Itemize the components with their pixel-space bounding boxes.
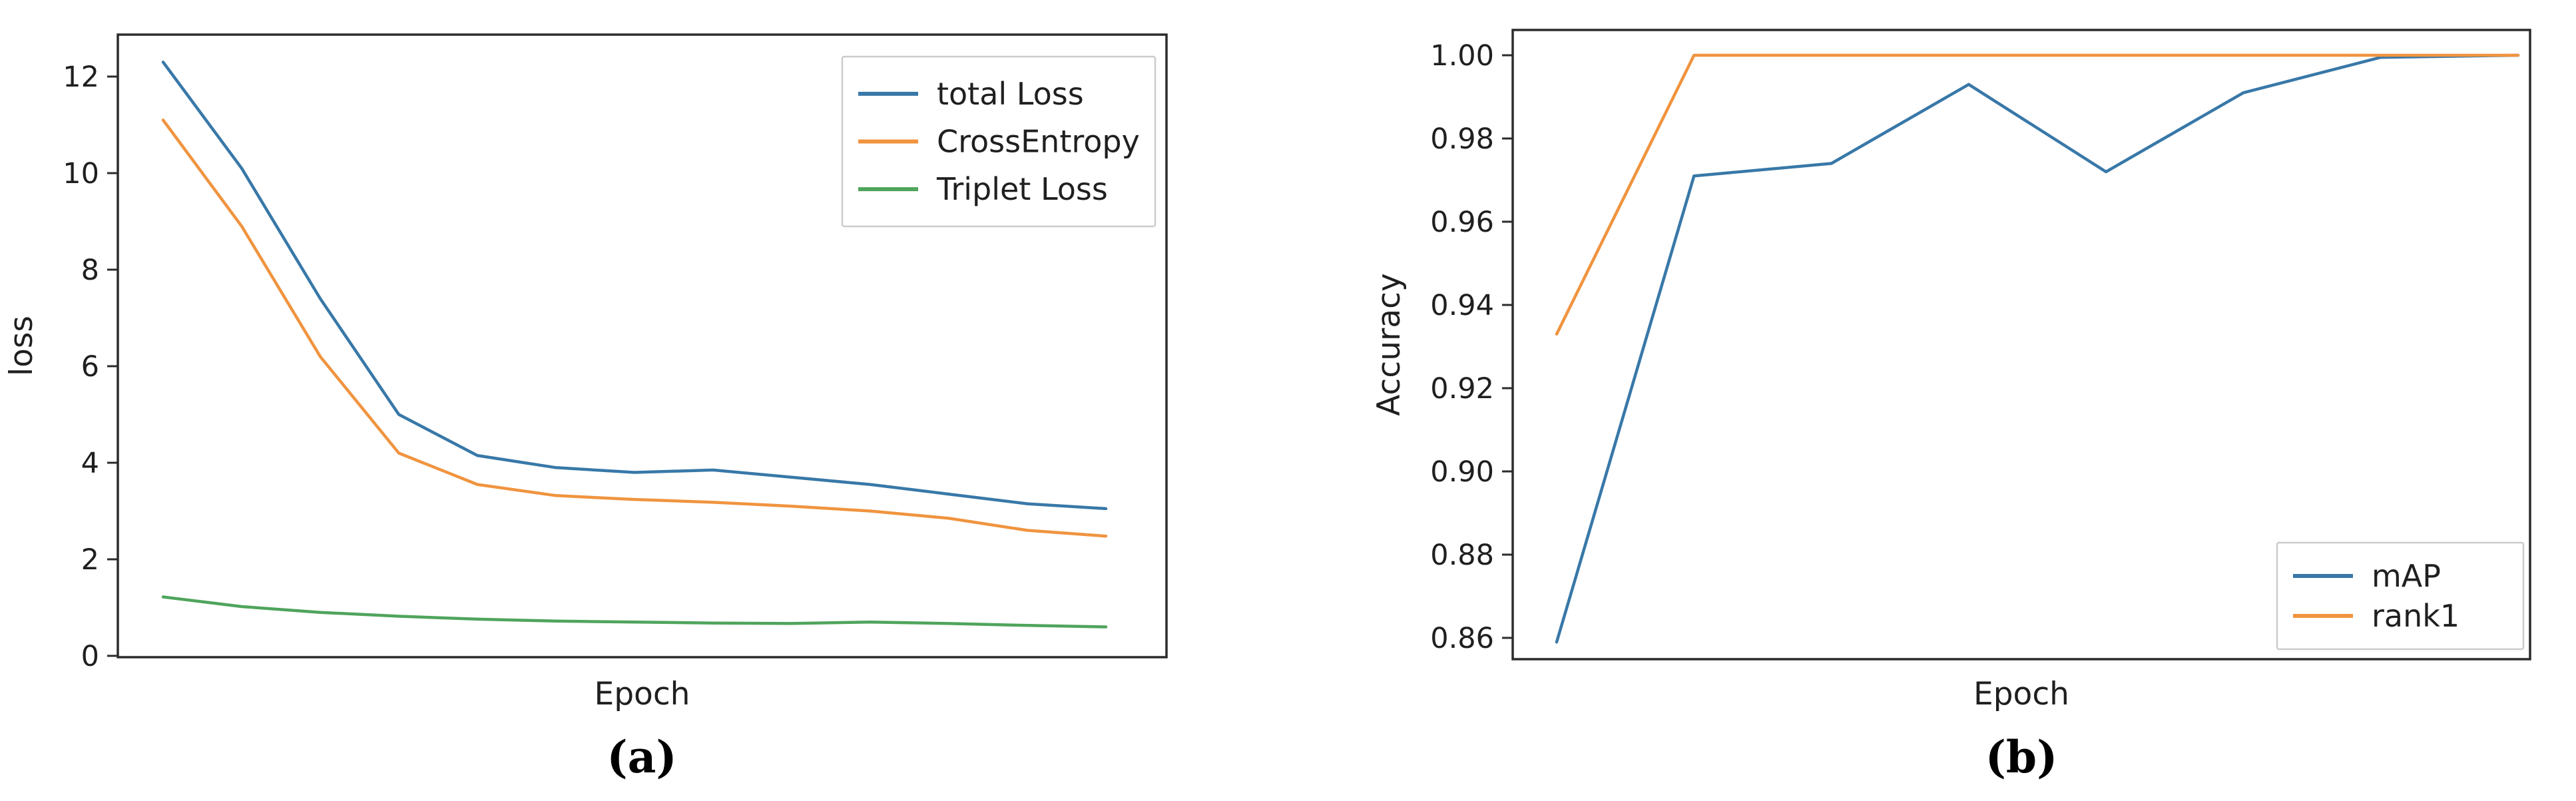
legend-label: Triplet Loss	[936, 171, 1108, 207]
plot-area-border	[117, 33, 1168, 659]
series-line-total-loss	[161, 61, 1108, 511]
y-tick-label: 0	[81, 640, 99, 673]
y-tick-label: 12	[63, 61, 99, 94]
y-tick-label: 0.92	[1430, 372, 1494, 405]
accuracy-chart: 0.86 0.88 0.90 0.92 0.94 0.96 0.98 1.00 Accuracy…	[1371, 29, 2531, 712]
y-tick-label: 6	[81, 350, 99, 384]
y-axis-label: Accuracy	[1371, 273, 1408, 416]
y-axis-label: loss	[3, 316, 40, 376]
plot-area-border	[1511, 29, 2531, 661]
series-line-crossentropy	[161, 119, 1108, 538]
legend-label: rank1	[2372, 598, 2459, 634]
x-axis-label: Epoch	[1973, 676, 2069, 712]
caption-panel-b: (b)	[1985, 731, 2058, 783]
loss-chart: 0 2 4 6 8 10 12 loss Epoch total Loss CrossEntropy…	[3, 33, 1168, 712]
legend-label: mAP	[2372, 558, 2441, 594]
y-tick-label: 10	[63, 157, 99, 190]
legend-label: CrossEntropy	[937, 124, 1140, 160]
series-line-triplet-loss	[161, 595, 1108, 629]
y-tick-label: 2	[81, 543, 99, 577]
legend-label: total Loss	[937, 76, 1084, 112]
y-tick-label: 0.98	[1430, 123, 1494, 156]
series-line-rank1	[1555, 53, 2520, 336]
y-tick-label: 4	[81, 447, 99, 480]
x-axis-label: Epoch	[595, 676, 690, 712]
y-tick-label: 0.94	[1430, 289, 1494, 322]
legend-box	[2276, 541, 2525, 651]
y-tick-label: 8	[81, 254, 99, 287]
y-tick-label: 0.96	[1430, 206, 1494, 239]
y-tick-label: 1.00	[1430, 39, 1494, 73]
y-tick-label: 0.90	[1430, 455, 1494, 489]
y-tick-label: 0.86	[1430, 622, 1494, 655]
legend-box	[841, 55, 1157, 228]
series-line-map	[1555, 53, 2520, 644]
caption-panel-a: (a)	[607, 731, 676, 783]
y-tick-label: 0.88	[1430, 539, 1494, 572]
